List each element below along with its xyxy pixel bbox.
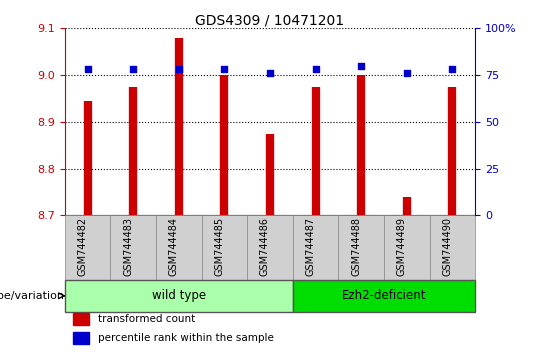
Text: GSM744485: GSM744485	[214, 217, 225, 276]
Text: transformed count: transformed count	[98, 314, 195, 324]
Text: GSM744487: GSM744487	[306, 217, 315, 276]
Bar	[110, 215, 156, 280]
Bar	[339, 215, 384, 280]
Bar	[293, 280, 475, 312]
Text: GSM744488: GSM744488	[351, 217, 361, 276]
Bar	[247, 215, 293, 280]
Title: GDS4309 / 10471201: GDS4309 / 10471201	[195, 13, 345, 27]
Text: GSM744484: GSM744484	[169, 217, 179, 276]
Text: genotype/variation: genotype/variation	[0, 291, 64, 301]
Point	[129, 67, 138, 72]
Bar	[384, 215, 430, 280]
Point	[402, 70, 411, 76]
Bar	[73, 332, 90, 344]
Text: GSM744490: GSM744490	[442, 217, 453, 276]
Bar	[156, 215, 201, 280]
Bar	[65, 215, 110, 280]
Point	[220, 67, 229, 72]
Text: GSM744482: GSM744482	[78, 217, 87, 276]
Text: GSM744489: GSM744489	[397, 217, 407, 276]
Text: percentile rank within the sample: percentile rank within the sample	[98, 333, 273, 343]
Text: GSM744483: GSM744483	[123, 217, 133, 276]
Text: GSM744486: GSM744486	[260, 217, 270, 276]
Point	[311, 67, 320, 72]
Bar	[430, 215, 475, 280]
Bar	[293, 215, 339, 280]
Bar	[201, 215, 247, 280]
Bar	[73, 313, 90, 325]
Text: wild type: wild type	[152, 289, 206, 302]
Text: Ezh2-deficient: Ezh2-deficient	[342, 289, 426, 302]
Point	[174, 67, 183, 72]
Point	[83, 67, 92, 72]
Bar	[65, 280, 293, 312]
Point	[266, 70, 274, 76]
Point	[448, 67, 457, 72]
Point	[357, 63, 366, 69]
